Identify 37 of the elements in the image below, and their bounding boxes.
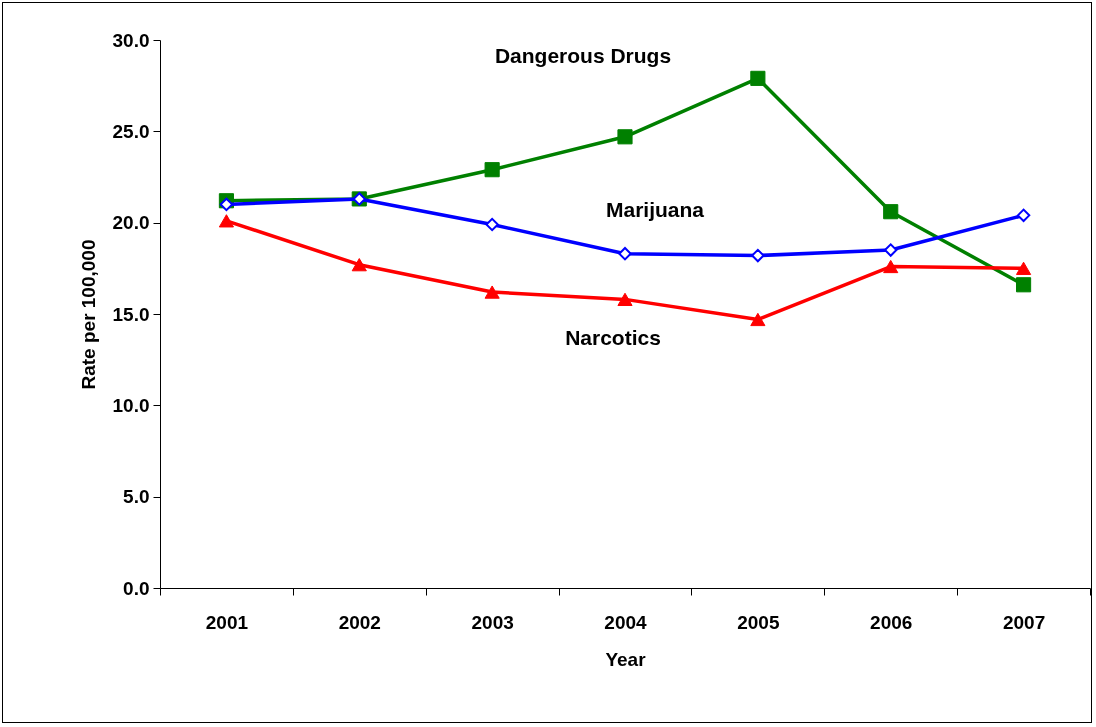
point [1016,208,1031,223]
point [751,248,765,263]
point [1016,261,1032,275]
y-tick-label: 0.0 [123,577,150,599]
y-tick-label: 5.0 [123,486,150,508]
point [617,292,633,307]
text: Dangerous Drugs [494,44,672,67]
point [484,162,500,178]
series-label: Marijuana [605,198,705,221]
y-axis-title: Rate per 100,000 [77,239,99,390]
x-tick-label: 2005 [737,611,780,633]
x-tick-label: 2006 [870,611,913,633]
point [750,312,766,327]
point [883,204,899,220]
point [750,70,766,86]
x-tick-label: 2007 [1002,611,1046,633]
series-label: Narcotics [565,326,661,349]
x-axis-title: Year [605,648,647,670]
point [351,258,367,272]
point [617,129,633,145]
x-tick-label: 2002 [338,611,381,633]
point [485,217,499,232]
point [484,285,500,299]
y-tick-label: 15.0 [112,303,150,325]
x-tick-label: 2003 [471,611,514,633]
point [1016,277,1032,293]
y-tick-label: 25.0 [112,120,150,142]
x-tick-label: 2001 [205,611,249,633]
point [219,197,234,212]
y-tick-label: 20.0 [112,212,150,234]
point [884,243,898,257]
point [218,214,234,228]
y-tick-label: 10.0 [112,394,150,416]
x-tick-label: 2004 [604,611,648,633]
y-tick-label: 30.0 [112,29,150,51]
point [618,247,632,261]
point [883,259,899,274]
